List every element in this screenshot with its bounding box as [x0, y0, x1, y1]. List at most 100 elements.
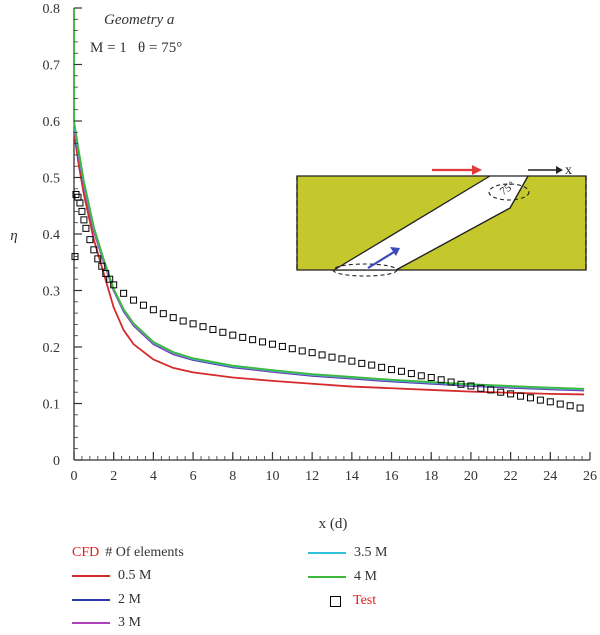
test-point	[328, 353, 336, 361]
x-tick-label: 8	[229, 469, 236, 484]
test-point	[278, 342, 286, 350]
x-tick-label: 12	[305, 469, 319, 484]
legend-elements-label: # Of elements	[105, 545, 184, 560]
test-point	[268, 340, 276, 348]
x-tick-label: 18	[424, 469, 438, 484]
y-tick-label: 0.6	[43, 115, 61, 130]
x-tick-label: 22	[504, 469, 518, 484]
test-point	[318, 351, 326, 359]
legend-swatch-5	[330, 595, 341, 607]
test-point	[298, 347, 306, 355]
test-point	[427, 374, 435, 382]
series-layer	[71, 8, 585, 412]
test-point	[110, 281, 118, 289]
test-point	[457, 380, 465, 388]
test-point	[259, 338, 267, 346]
test-point	[94, 255, 102, 263]
y-tick-label: 0.8	[43, 2, 61, 17]
y-tick-label: 0.1	[43, 398, 61, 413]
test-point	[526, 394, 534, 402]
test-point	[517, 392, 525, 400]
y-tick-label: 0	[53, 454, 60, 469]
y-axis-label: η	[10, 228, 17, 244]
test-point	[86, 236, 94, 244]
test-point	[149, 306, 157, 314]
legend-label-0: 0.5 M	[118, 568, 152, 583]
legend-swatch-1	[72, 599, 110, 601]
test-point	[467, 382, 475, 390]
legend-swatch-4	[308, 576, 346, 578]
x-tick-label: 24	[543, 469, 557, 484]
x-tick-label: 26	[583, 469, 597, 484]
test-point	[308, 349, 316, 357]
test-point	[120, 289, 128, 297]
test-point	[368, 361, 376, 369]
test-point	[102, 270, 110, 278]
inset-x-label: x	[565, 163, 572, 178]
test-point	[82, 224, 90, 232]
inset-x-arrowhead	[556, 166, 563, 174]
legend-label-5: Test	[353, 593, 377, 608]
test-point	[407, 370, 415, 378]
x-tick-label: 0	[71, 469, 78, 484]
x-tick-label: 6	[190, 469, 197, 484]
test-point	[80, 216, 88, 224]
y-tick-label: 0.7	[43, 59, 61, 74]
test-point	[507, 390, 515, 398]
legend-swatch-0	[72, 575, 110, 577]
inset-inlet-ellipse	[332, 263, 398, 277]
inset-coolant-arrowhead	[390, 247, 400, 256]
test-point	[497, 388, 505, 396]
test-point	[288, 345, 296, 353]
test-point	[437, 376, 445, 384]
test-point	[417, 372, 425, 380]
x-axis-label: x (d)	[319, 516, 348, 532]
inset-mainstream-arrowhead	[472, 165, 482, 175]
test-point	[76, 199, 84, 207]
test-point	[487, 386, 495, 394]
test-point	[566, 402, 574, 410]
geometry-annotation: Geometry a	[104, 12, 174, 28]
test-point	[209, 325, 217, 333]
test-point	[159, 310, 167, 318]
series-test-markers	[71, 190, 584, 412]
x-tick-label: 4	[150, 469, 157, 484]
test-point	[358, 359, 366, 367]
test-point	[397, 367, 405, 375]
test-point	[130, 296, 138, 304]
legend-cfd-label: CFD	[72, 545, 100, 560]
test-point	[78, 207, 86, 215]
test-point	[477, 384, 485, 392]
legend-item: 3 M	[72, 615, 141, 631]
x-tick-label: 14	[345, 469, 359, 484]
test-point	[98, 262, 106, 270]
test-point	[199, 323, 207, 331]
test-point	[189, 320, 197, 328]
test-point	[249, 336, 257, 344]
legend-label-1: 2 M	[118, 592, 141, 607]
test-point	[556, 400, 564, 408]
ticks-layer: 0 2 4 6 8 10 12 14 16 18 20 22 24 2600.10.20.30.40.50…	[43, 2, 598, 484]
legend-header: CFD # Of elements	[72, 545, 184, 561]
legend-item: 2 M	[72, 592, 141, 608]
legend-swatch-3	[308, 552, 346, 554]
test-point	[348, 357, 356, 365]
test-point	[536, 396, 544, 404]
test-point	[378, 363, 386, 371]
legend-item: 3.5 M	[308, 545, 387, 561]
inset-hole-channel	[331, 175, 530, 271]
inset-outlet-ellipse	[488, 183, 530, 201]
legend-item: 4 M	[308, 569, 377, 585]
params-annotation: M = 1 θ = 75°	[90, 40, 182, 56]
x-tick-label: 10	[265, 469, 279, 484]
y-tick-label: 0.4	[43, 228, 61, 243]
y-tick-label: 0.2	[43, 341, 61, 356]
legend-item: 0.5 M	[72, 568, 151, 584]
test-point	[219, 328, 227, 336]
test-point	[546, 398, 554, 406]
legend-item: Test	[330, 593, 376, 609]
x-tick-label: 16	[385, 469, 399, 484]
test-point	[388, 366, 396, 374]
